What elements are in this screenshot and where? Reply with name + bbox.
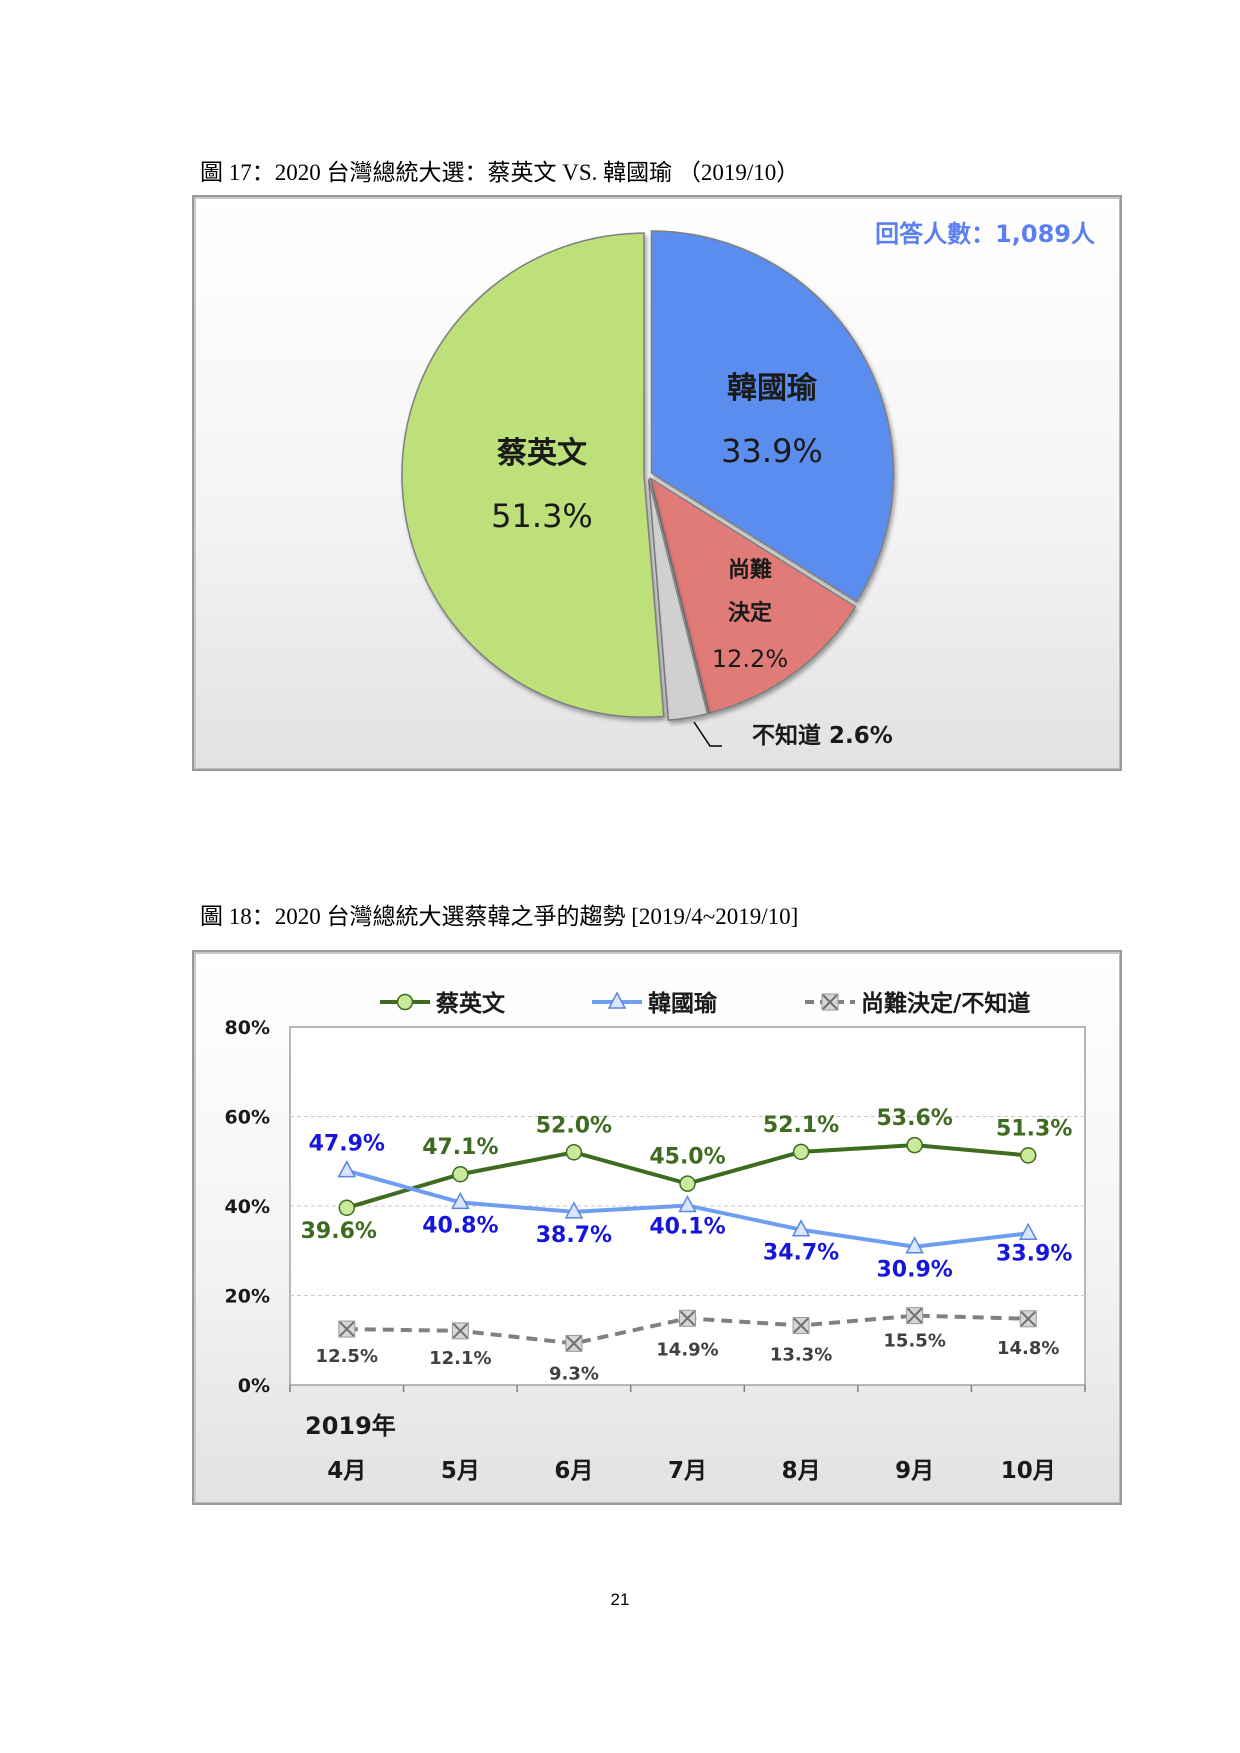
marker-x — [906, 1307, 923, 1324]
data-label: 9.3% — [549, 1363, 599, 1384]
data-label: 38.7% — [536, 1223, 612, 1248]
legend-label-2: 尚難決定/不知道 — [861, 990, 1030, 1017]
slice-label-han: 韓國瑜 — [727, 371, 818, 406]
marker-circle — [452, 1165, 469, 1183]
slice-value-tsai: 51.3% — [491, 497, 593, 535]
y-tick-label: 80% — [225, 1017, 270, 1039]
respondents-note: 回答人數：1,089人 — [875, 220, 1095, 248]
data-label: 13.3% — [770, 1344, 832, 1365]
data-label: 45.0% — [649, 1145, 725, 1170]
marker-circle — [338, 1199, 356, 1217]
data-label: 53.6% — [876, 1106, 952, 1131]
marker-circle — [396, 993, 414, 1011]
marker-x — [679, 1310, 696, 1327]
x-category-label: 6月 — [554, 1458, 593, 1484]
marker-triangle — [678, 1194, 697, 1213]
x-category-label: 9月 — [895, 1458, 934, 1484]
data-label: 14.8% — [997, 1338, 1059, 1359]
marker-x — [822, 994, 838, 1010]
marker-x — [566, 1335, 582, 1352]
marker-circle — [1019, 1147, 1037, 1164]
legend-label-0: 蔡英文 — [435, 990, 506, 1017]
slice-value-undecided: 12.2% — [712, 645, 788, 673]
marker-triangle — [564, 1201, 584, 1219]
y-tick-label: 60% — [225, 1107, 270, 1129]
slice-label-undecided-1: 尚難 — [728, 557, 772, 583]
slice-label-dont-know: 不知道 2.6% — [752, 722, 893, 749]
marker-circle — [792, 1143, 810, 1161]
x-category-label: 8月 — [782, 1458, 821, 1484]
x-category-label: 4月 — [327, 1458, 366, 1484]
slice-value-han: 33.9% — [721, 432, 823, 470]
data-label: 40.1% — [649, 1215, 725, 1240]
x-category-label: 10月 — [1001, 1458, 1056, 1484]
data-label: 34.7% — [763, 1241, 839, 1266]
marker-x — [452, 1323, 469, 1339]
marker-x — [793, 1317, 809, 1334]
data-label: 47.1% — [422, 1135, 498, 1160]
pie-slice-2 — [647, 478, 709, 721]
marker-triangle — [337, 1160, 357, 1178]
marker-x — [1020, 1311, 1036, 1327]
dont-know-leader-line — [693, 721, 722, 747]
marker-circle — [565, 1144, 583, 1161]
marker-triangle — [607, 991, 627, 1009]
marker-triangle — [451, 1191, 470, 1210]
y-tick-label: 40% — [225, 1196, 270, 1218]
marker-triangle — [791, 1219, 811, 1237]
data-label: 40.8% — [422, 1213, 498, 1238]
y-tick-label: 0% — [238, 1375, 270, 1397]
data-label: 39.6% — [301, 1219, 377, 1244]
pie-slice-3 — [401, 232, 665, 718]
x-year-label: 2019年 — [305, 1412, 396, 1440]
page-number: 21 — [610, 1590, 630, 1609]
data-label: 14.9% — [656, 1339, 718, 1360]
marker-circle — [906, 1136, 923, 1154]
data-label: 47.9% — [309, 1132, 385, 1157]
data-label: 12.5% — [316, 1346, 378, 1367]
pie-slice-0 — [650, 230, 895, 603]
legend-label-1: 韓國瑜 — [648, 990, 718, 1017]
data-label: 52.0% — [536, 1113, 612, 1138]
x-category-label: 7月 — [668, 1458, 707, 1484]
data-label: 51.3% — [996, 1116, 1072, 1141]
y-tick-label: 20% — [225, 1286, 270, 1308]
data-label: 30.9% — [876, 1258, 952, 1283]
data-label: 15.5% — [883, 1331, 945, 1352]
figure-17-caption: 圖 17：2020 台灣總統大選：蔡英文 VS. 韓國瑜 （2019/10） — [200, 160, 800, 185]
marker-triangle — [905, 1236, 924, 1254]
figure-18-caption: 圖 18：2020 台灣總統大選蔡韓之爭的趨勢 [2019/4~2019/10] — [200, 904, 799, 929]
marker-x — [339, 1321, 355, 1337]
x-category-label: 5月 — [441, 1458, 480, 1484]
slice-label-undecided-2: 決定 — [728, 600, 772, 626]
data-label: 52.1% — [763, 1113, 839, 1138]
slice-label-tsai: 蔡英文 — [497, 436, 587, 471]
pie-slice-1 — [649, 476, 857, 714]
marker-circle — [679, 1175, 696, 1192]
marker-triangle — [1018, 1222, 1038, 1241]
data-label: 33.9% — [996, 1241, 1072, 1266]
data-label: 12.1% — [429, 1348, 491, 1369]
